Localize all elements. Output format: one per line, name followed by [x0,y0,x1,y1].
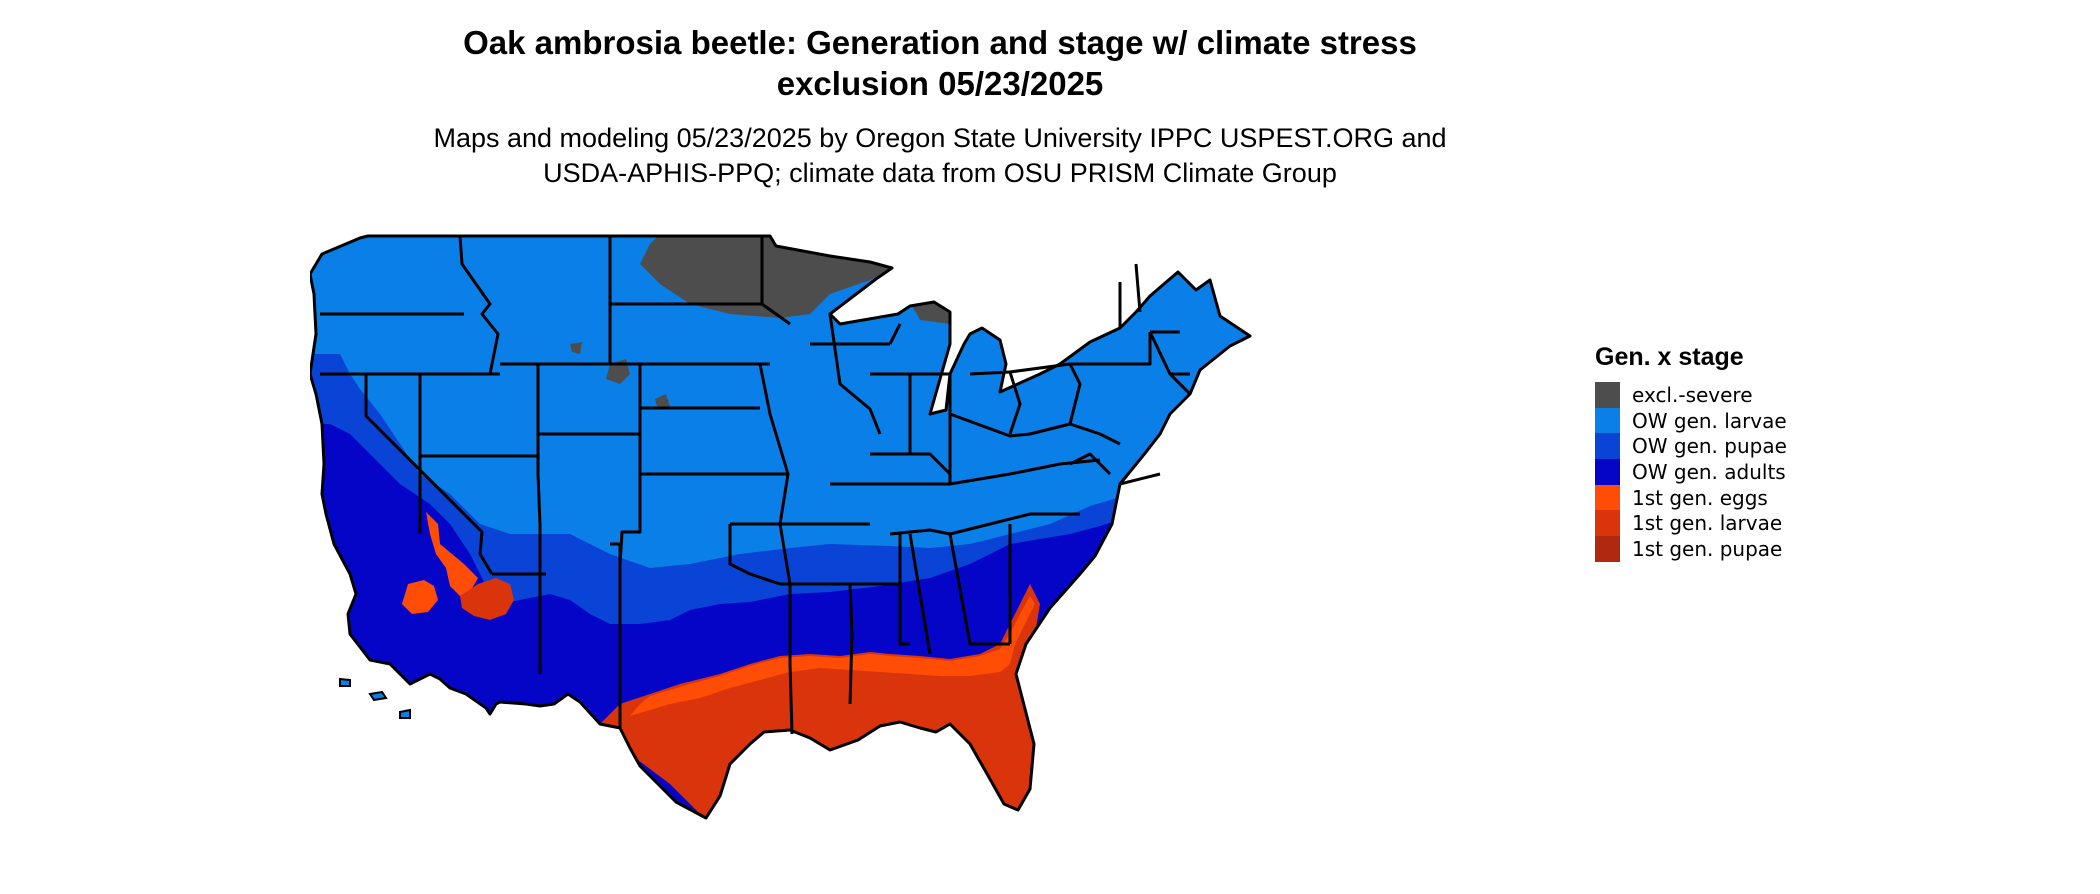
subtitle-line-1: Maps and modeling 05/23/2025 by Oregon S… [433,123,1447,153]
legend: Gen. x stage excl.-severe OW gen. larvae… [1595,342,1787,562]
map-title: Oak ambrosia beetle: Generation and stag… [400,22,1480,104]
legend-item-ow-adults: OW gen. adults [1595,459,1787,485]
subtitle-line-2: USDA-APHIS-PPQ; climate data from OSU PR… [543,158,1337,188]
legend-swatch-1st-pupae [1595,536,1620,562]
state-borders [310,234,1252,820]
legend-item-1st-pupae: 1st gen. pupae [1595,536,1787,562]
region-1st-eggs-southwest [426,512,478,596]
legend-label-ow-pupae: OW gen. pupae [1632,434,1787,459]
legend-item-1st-larvae: 1st gen. larvae [1595,510,1787,537]
legend-item-1st-eggs: 1st gen. eggs [1595,484,1787,511]
legend-item-ow-pupae: OW gen. pupae [1595,433,1787,460]
region-1st-eggs-south [630,596,1035,716]
legend-swatch-ow-adults [1595,459,1620,485]
coastal-islands [339,677,411,719]
legend-label-excl-severe: excl.-severe [1632,382,1753,407]
legend-label-1st-pupae: 1st gen. pupae [1632,536,1783,561]
legend-title: Gen. x stage [1595,343,1744,371]
legend-label-1st-larvae: 1st gen. larvae [1632,511,1783,536]
legend-swatch-ow-larvae [1595,407,1620,434]
map-subtitle: Maps and modeling 05/23/2025 by Oregon S… [380,121,1500,191]
region-1st-larvae-southwest [460,578,514,620]
title-line-1: Oak ambrosia beetle: Generation and stag… [463,24,1417,61]
legend-item-excl-severe: excl.-severe [1595,382,1787,408]
legend-swatch-1st-eggs [1595,484,1620,511]
title-line-2: exclusion 05/23/2025 [776,65,1104,102]
legend-swatch-excl-severe [1595,382,1620,408]
region-1st-eggs-arizona [402,580,438,614]
legend-swatch-1st-larvae [1595,510,1620,537]
legend-swatch-ow-pupae [1595,433,1620,460]
legend-label-1st-eggs: 1st gen. eggs [1632,485,1768,510]
legend-items: excl.-severe OW gen. larvae OW gen. pupa… [1595,382,1787,562]
us-map [310,234,1252,820]
legend-item-ow-larvae: OW gen. larvae [1595,407,1787,434]
region-excl-severe-wy [570,342,670,410]
legend-label-ow-adults: OW gen. adults [1632,459,1786,484]
legend-label-ow-larvae: OW gen. larvae [1632,408,1787,433]
